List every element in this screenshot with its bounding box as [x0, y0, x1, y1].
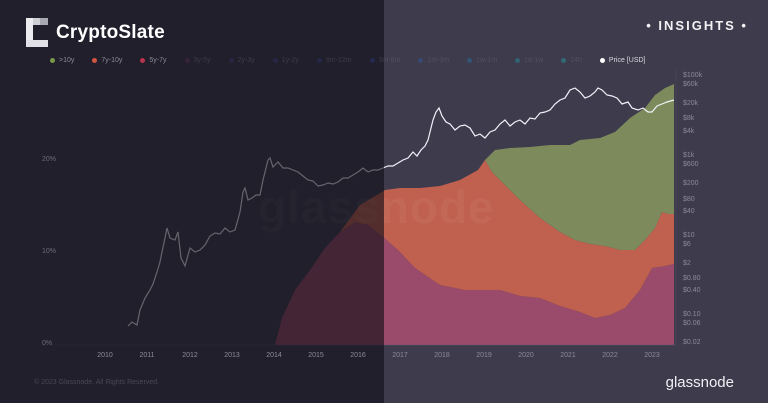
band-gt-10y: [485, 84, 674, 250]
y-right-tick: $10: [683, 232, 695, 239]
legend-dot-icon: [316, 58, 322, 63]
band-7y-10y: [325, 160, 674, 318]
y-left-tick: 20%: [42, 156, 57, 163]
legend-dot-icon: [184, 58, 190, 63]
y-right-tick: $60k: [683, 81, 699, 88]
x-tick: 2021: [560, 352, 576, 359]
y-right-tick: $600: [683, 161, 699, 168]
x-tick: 2023: [644, 352, 660, 359]
x-tick: 2018: [434, 352, 450, 359]
y-right-tick: $200: [683, 180, 699, 187]
y-right-tick: $0.06: [683, 320, 701, 327]
y-right-tick: $4k: [683, 128, 695, 135]
legend-dot-icon: [467, 58, 473, 63]
legend-dot-icon: [272, 58, 278, 63]
brand: CryptoSlate: [26, 18, 165, 47]
y-right-tick: $1k: [683, 152, 695, 159]
y-right-tick: $40: [683, 208, 695, 215]
legend-item-gt-10y[interactable]: >10y: [50, 57, 74, 64]
legend-item-1m-3m[interactable]: 1m-3m: [418, 57, 449, 64]
legend-item-1w-1m[interactable]: 1w-1m: [467, 57, 497, 64]
legend-dot-icon: [92, 58, 98, 63]
legend-item-1y-2y[interactable]: 1y-2y: [272, 57, 299, 64]
legend-dot-icon: [140, 58, 146, 63]
legend-item-5y-7y[interactable]: 5y-7y: [140, 57, 167, 64]
x-tick: 2017: [392, 352, 408, 359]
legend-item-1d-1w[interactable]: 1d-1w: [515, 57, 543, 64]
legend-dot-icon: [50, 58, 55, 63]
legend-item-3y-5y[interactable]: 3y-5y: [184, 57, 211, 64]
legend-dot-icon: [228, 58, 234, 63]
legend-dot-icon: [599, 58, 605, 63]
legend-dot-icon: [515, 58, 521, 63]
insights-badge: • INSIGHTS •: [646, 18, 748, 33]
legend-dot-icon: [561, 58, 567, 63]
x-tick: 2020: [518, 352, 534, 359]
x-tick: 2013: [224, 352, 240, 359]
y-right-tick: $8k: [683, 115, 695, 122]
x-tick: 2012: [182, 352, 198, 359]
x-tick: 2014: [266, 352, 282, 359]
x-tick: 2011: [139, 352, 155, 359]
y-right-tick: $100k: [683, 72, 703, 79]
y-right-tick: $0.40: [683, 287, 701, 294]
chart-legend: >10y 7y-10y 5y-7y 3y-5y 2y-3y 1y-2y 6m-1…: [50, 57, 663, 64]
y-right-tick: $20k: [683, 100, 699, 107]
y-right-tick: $0.02: [683, 339, 701, 346]
y-right-tick: $0.10: [683, 311, 701, 318]
legend-item-price[interactable]: Price [USD]: [599, 57, 645, 64]
x-tick: 2022: [602, 352, 618, 359]
brand-name: CryptoSlate: [56, 21, 165, 43]
y-right-tick: $2: [683, 260, 691, 267]
x-tick: 2019: [476, 352, 492, 359]
legend-item-7y-10y[interactable]: 7y-10y: [92, 57, 122, 64]
y-right-tick: $80: [683, 196, 695, 203]
y-left-tick: 10%: [42, 248, 57, 255]
y-right-tick: $0.80: [683, 275, 701, 282]
legend-item-3m-6m[interactable]: 3m-6m: [369, 57, 400, 64]
legend-item-24h[interactable]: 24h: [561, 57, 582, 64]
copyright-text: © 2023 Glassnode. All Rights Reserved.: [34, 379, 160, 386]
dark-overlay: [0, 0, 384, 403]
legend-item-2y-3y[interactable]: 2y-3y: [228, 57, 255, 64]
glassnode-logo: glassnode: [665, 374, 734, 391]
x-tick: 2010: [97, 352, 113, 359]
legend-dot-icon: [369, 58, 375, 63]
legend-item-6m-12m[interactable]: 6m-12m: [316, 57, 352, 64]
y-left-tick: 0%: [42, 340, 53, 347]
x-tick: 2016: [350, 352, 366, 359]
legend-dot-icon: [418, 58, 424, 63]
cryptoslate-logo-icon: [26, 18, 48, 47]
x-tick: 2015: [308, 352, 324, 359]
y-right-tick: $6: [683, 241, 691, 248]
